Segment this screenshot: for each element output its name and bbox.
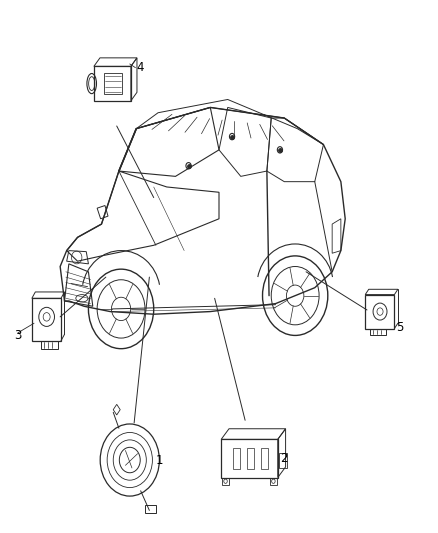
Text: 4: 4 <box>136 61 144 74</box>
Text: 5: 5 <box>396 321 404 334</box>
Text: 1: 1 <box>156 454 163 466</box>
Text: 2: 2 <box>280 452 287 465</box>
Text: 3: 3 <box>14 329 22 342</box>
